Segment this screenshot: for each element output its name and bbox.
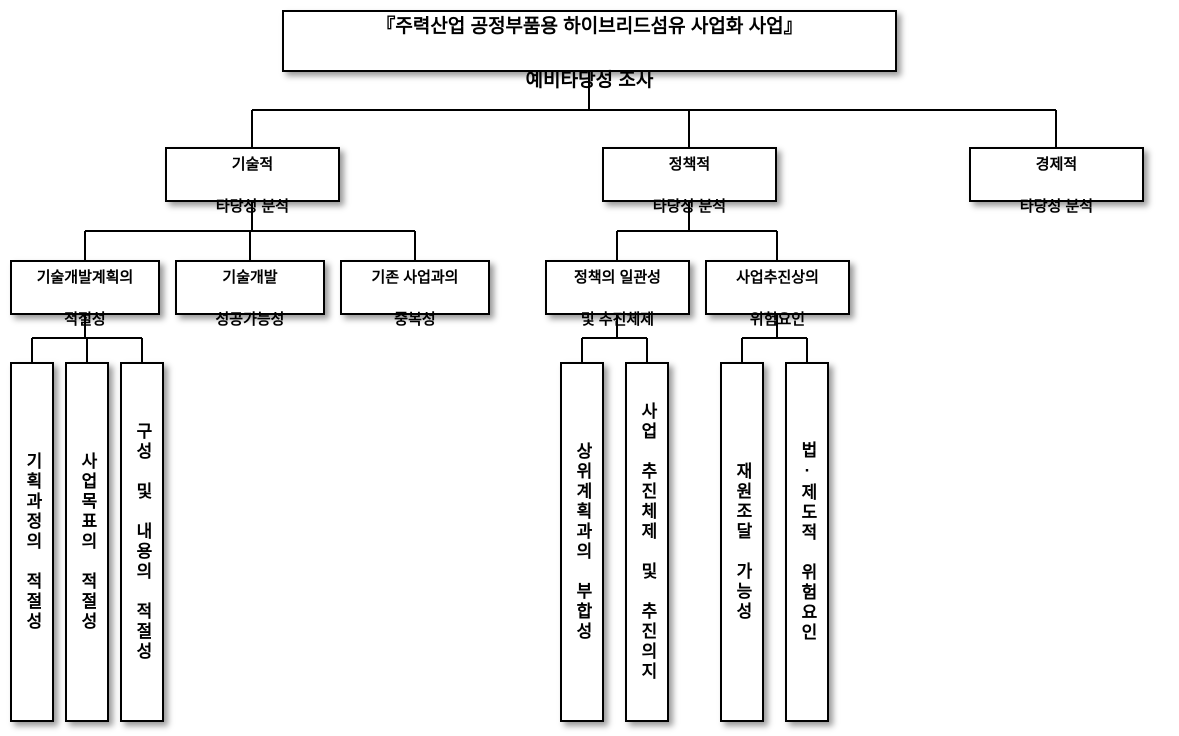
lvl3-tp-a: 기획과정의 적절성 xyxy=(10,362,54,722)
lvl2-tech-plan-l2: 적절성 xyxy=(64,311,105,328)
lvl2-tech-success-l1: 기술개발 xyxy=(222,269,277,286)
root-line1: 『주력산업 공정부품용 하이브리드섬유 사업화 사업』 xyxy=(376,16,802,37)
lvl2-tech-plan-l1: 기술개발계획의 xyxy=(37,269,134,286)
lvl3-pr-a: 재원조달 가능성 xyxy=(720,362,764,722)
root-node: 『주력산업 공정부품용 하이브리드섬유 사업화 사업』 예비타당성 조사 xyxy=(282,10,897,72)
lvl2-pol-cons-l2: 및 추진체제 xyxy=(581,311,654,328)
org-chart-diagram: 『주력산업 공정부품용 하이브리드섬유 사업화 사업』 예비타당성 조사 기술적… xyxy=(10,10,1169,726)
lvl2-tech-overlap: 기존 사업과의 중복성 xyxy=(340,260,490,315)
lvl2-pol-cons-l1: 정책의 일관성 xyxy=(574,269,661,286)
lvl1-econ-l1: 경제적 xyxy=(1036,156,1077,173)
lvl3-tp-c: 구성 및 내용의 적절성 xyxy=(120,362,164,722)
lvl2-tech-success-l2: 성공가능성 xyxy=(215,311,284,328)
lvl2-pol-risk-l1: 사업추진상의 xyxy=(736,269,819,286)
lvl2-policy-risk: 사업추진상의 위험요인 xyxy=(705,260,850,315)
lvl1-tech-l1: 기술적 xyxy=(232,156,273,173)
lvl1-policy-l1: 정책적 xyxy=(669,156,710,173)
lvl3-tp-b: 사업목표의 적절성 xyxy=(65,362,109,722)
lvl3-pc-a: 상위계획과의 부합성 xyxy=(560,362,604,722)
lvl2-tech-success: 기술개발 성공가능성 xyxy=(175,260,325,315)
lvl3-pc-b: 사업 추진체제 및 추진의지 xyxy=(625,362,669,722)
lvl1-policy-l2: 타당성 분석 xyxy=(653,198,726,215)
lvl2-tech-plan: 기술개발계획의 적절성 xyxy=(10,260,160,315)
lvl1-econ: 경제적 타당성 분석 xyxy=(969,147,1144,202)
lvl2-policy-consistency: 정책의 일관성 및 추진체제 xyxy=(545,260,690,315)
lvl1-econ-l2: 타당성 분석 xyxy=(1020,198,1093,215)
lvl1-policy: 정책적 타당성 분석 xyxy=(602,147,777,202)
lvl2-tech-overlap-l1: 기존 사업과의 xyxy=(372,269,459,286)
lvl3-pr-b: 법·제도적 위험요인 xyxy=(785,362,829,722)
lvl1-tech-l2: 타당성 분석 xyxy=(216,198,289,215)
lvl1-tech: 기술적 타당성 분석 xyxy=(165,147,340,202)
lvl2-pol-risk-l2: 위험요인 xyxy=(750,311,805,328)
lvl2-tech-overlap-l2: 중복성 xyxy=(394,311,435,328)
root-line2: 예비타당성 조사 xyxy=(526,70,654,91)
